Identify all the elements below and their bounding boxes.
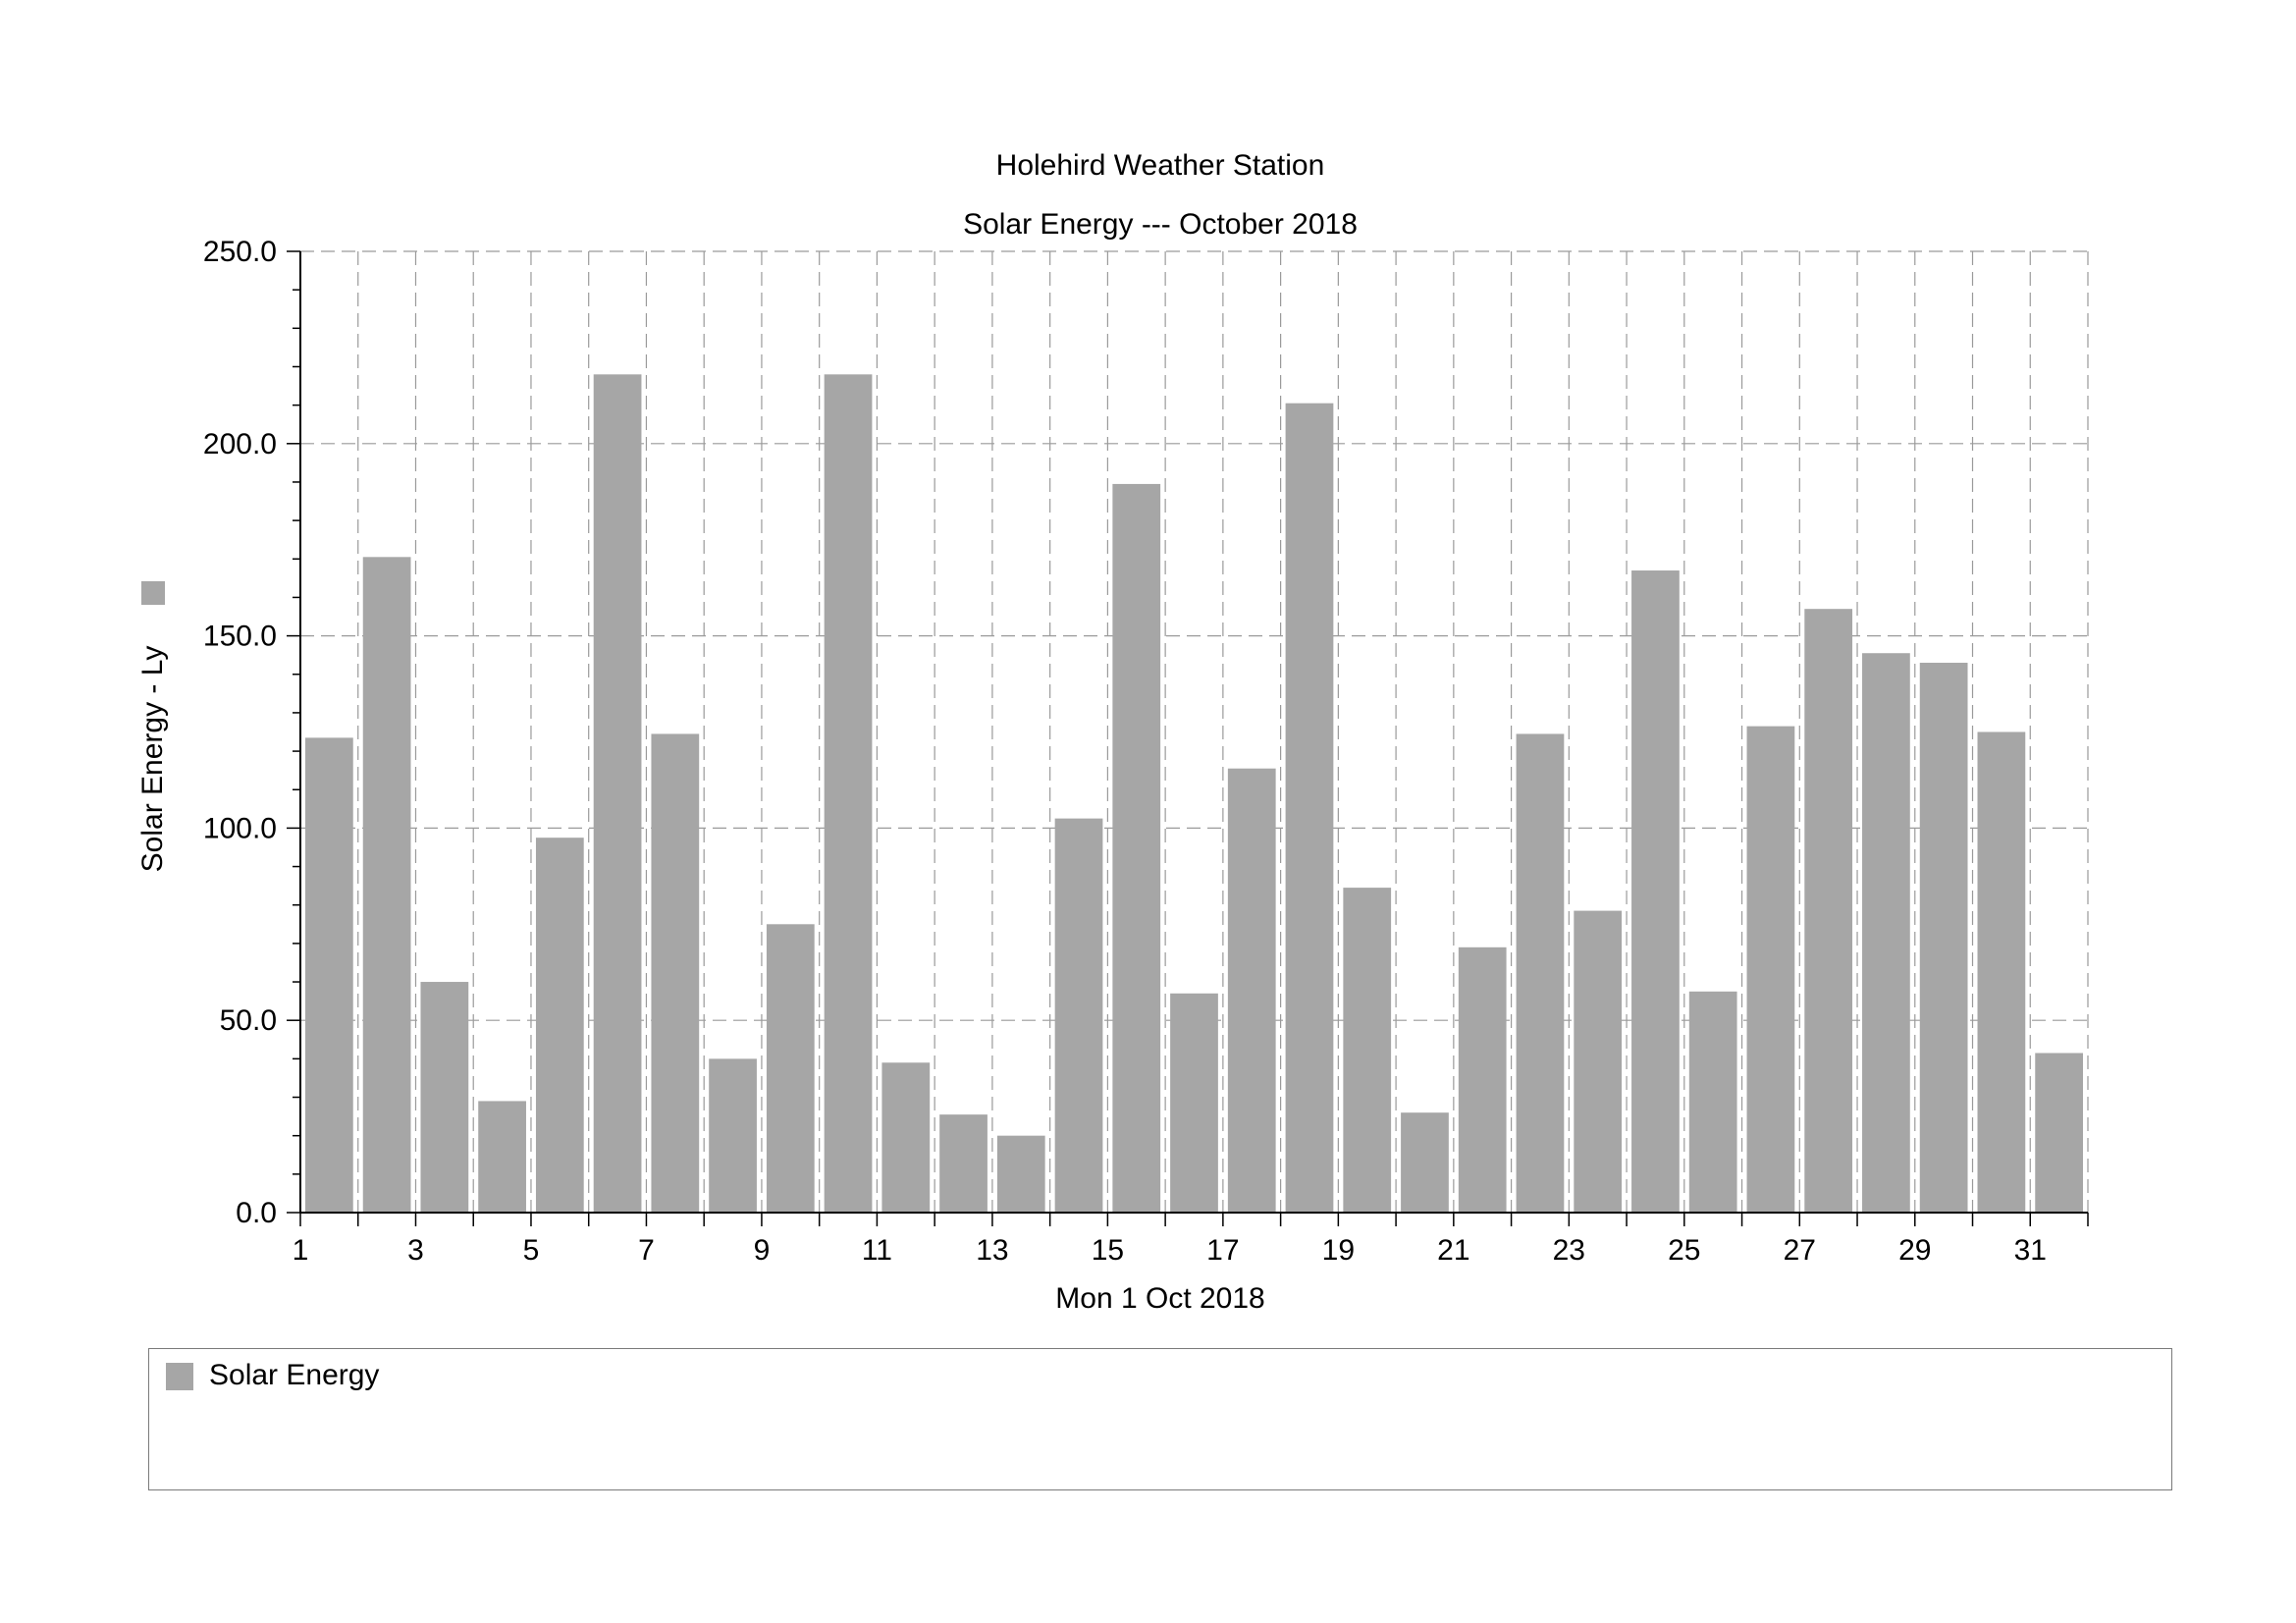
y-tick-label: 50.0 [220, 1004, 277, 1037]
bar-day-4 [478, 1101, 526, 1213]
legend-label: Solar Energy [209, 1359, 380, 1391]
y-axis-legend-swatch [141, 581, 165, 605]
y-tick-label: 0.0 [236, 1197, 277, 1229]
x-tick-label: 5 [523, 1234, 540, 1267]
bar-day-15 [1112, 483, 1161, 1214]
chart-title: Holehird Weather Station [996, 149, 1325, 182]
x-tick-label: 3 [407, 1234, 424, 1267]
legend-swatch [166, 1363, 193, 1390]
bar-day-12 [939, 1114, 988, 1213]
bar-day-22 [1516, 733, 1565, 1213]
bar-day-25 [1688, 991, 1737, 1213]
bar-day-11 [881, 1062, 931, 1213]
bar-day-23 [1574, 910, 1623, 1213]
x-tick-label: 17 [1206, 1234, 1239, 1267]
x-tick-label: 15 [1092, 1234, 1124, 1267]
bar-day-16 [1170, 993, 1218, 1213]
y-tick-labels: 0.0 50.0 100.0 150.0 200.0 250.0 [203, 236, 277, 1229]
x-tick-label: 31 [2014, 1234, 2047, 1267]
bar-day-20 [1401, 1112, 1449, 1213]
bar-day-9 [766, 924, 815, 1213]
x-tick-label: 1 [293, 1234, 309, 1267]
y-tick-label: 150.0 [203, 621, 277, 653]
bar-day-7 [651, 733, 700, 1213]
bar-day-30 [1977, 731, 2026, 1213]
x-tick-label: 9 [754, 1234, 771, 1267]
legend: Solar Energy [148, 1348, 2172, 1490]
x-axis-label: Mon 1 Oct 2018 [1055, 1282, 1264, 1315]
y-tick-label: 100.0 [203, 812, 277, 844]
bar-day-28 [1862, 653, 1910, 1213]
x-tick-label: 13 [976, 1234, 1008, 1267]
bar-day-3 [420, 982, 469, 1213]
bar-day-14 [1054, 818, 1103, 1213]
bar-day-10 [824, 374, 873, 1213]
y-axis-label: Solar Energy - Ly [136, 646, 169, 873]
x-tick-label: 7 [638, 1234, 655, 1267]
bars [305, 374, 2083, 1214]
x-tick-label: 23 [1553, 1234, 1585, 1267]
bar-day-6 [593, 374, 642, 1213]
bar-day-2 [362, 557, 411, 1213]
x-tick-label: 11 [862, 1234, 892, 1267]
bar-day-13 [996, 1135, 1045, 1213]
bar-day-1 [305, 737, 353, 1213]
bar-day-31 [2035, 1053, 2083, 1213]
axes [287, 250, 2089, 1226]
bar-day-18 [1285, 403, 1334, 1213]
bar-day-5 [535, 838, 584, 1213]
bar-day-19 [1343, 888, 1392, 1213]
bar-day-26 [1746, 726, 1795, 1213]
bar-day-17 [1227, 768, 1276, 1213]
y-tick-label: 200.0 [203, 428, 277, 460]
x-tick-labels: 1 3 5 7 9 11 13 15 17 19 21 23 25 27 29 31 [293, 1234, 2047, 1267]
x-tick-label: 27 [1784, 1234, 1816, 1267]
x-tick-label: 25 [1668, 1234, 1700, 1267]
bar-day-27 [1804, 609, 1853, 1213]
bar-day-21 [1458, 947, 1507, 1213]
x-tick-label: 19 [1322, 1234, 1355, 1267]
x-tick-label: 21 [1437, 1234, 1469, 1267]
x-tick-label: 29 [1898, 1234, 1931, 1267]
chart-subtitle: Solar Energy --- October 2018 [963, 208, 1358, 241]
bar-day-8 [709, 1058, 757, 1213]
bar-day-24 [1631, 570, 1680, 1213]
bar-day-29 [1919, 663, 1968, 1213]
y-tick-label: 250.0 [203, 236, 277, 268]
